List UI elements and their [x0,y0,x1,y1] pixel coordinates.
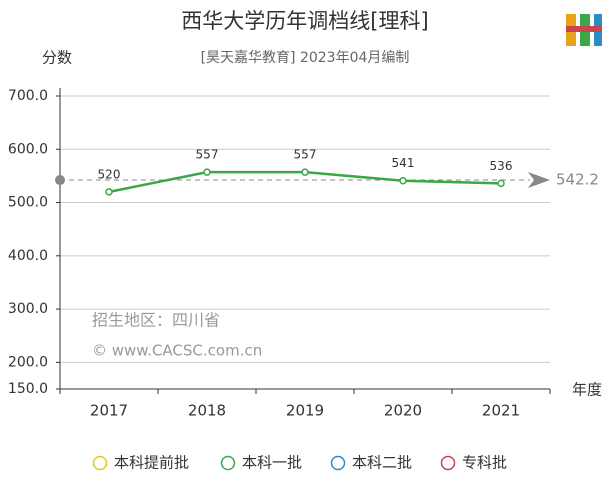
legend-marker [92,455,108,471]
legend-label: 本科提前批 [114,454,189,472]
legend-label: 本科二批 [352,454,412,472]
data-label: 520 [98,167,121,181]
chart-title: 西华大学历年调档线[理科] [181,9,428,33]
logo [566,14,602,46]
y-tick-label: 600.0 [8,141,48,157]
average-start [55,175,65,186]
y-tick-label: 700.0 [8,88,48,104]
y-axis-label: 分数 [42,49,72,67]
y-tick-label: 500.0 [8,195,48,211]
x-axis-label: 年度 [572,381,602,399]
y-tick-label: 300.0 [8,301,48,317]
y-tick-label: 150.0 [8,381,48,397]
data-label: 557 [294,148,317,162]
point [105,188,113,196]
point [301,168,309,176]
data-label: 541 [392,156,415,170]
point [497,179,505,188]
subtitle: [昊天嘉华教育] 2023年04月编制 [201,50,410,66]
legend-marker [330,455,346,471]
data-label: 536 [490,159,513,173]
legend-label: 本科一批 [242,454,302,472]
legend-marker [440,455,456,471]
x-tick-label: 2017 [90,402,128,420]
x-tick-label: 2019 [286,402,324,420]
x-tick-label: 2021 [482,402,520,420]
average-arrow [528,172,550,189]
watermark: 招生地区：四川省 [92,311,220,330]
x-tick-label: 2018 [188,402,226,420]
average-label: 542.2 [556,171,599,189]
watermark: © www.CACSC.com.cn [92,342,262,360]
y-tick-label: 400.0 [8,248,48,264]
legend-marker [220,455,236,471]
point [203,168,211,176]
x-tick-label: 2020 [384,402,422,420]
data-label: 557 [196,148,219,162]
point [399,176,407,185]
y-tick-label: 200.0 [8,354,48,370]
legend-label: 专科批 [462,454,507,472]
